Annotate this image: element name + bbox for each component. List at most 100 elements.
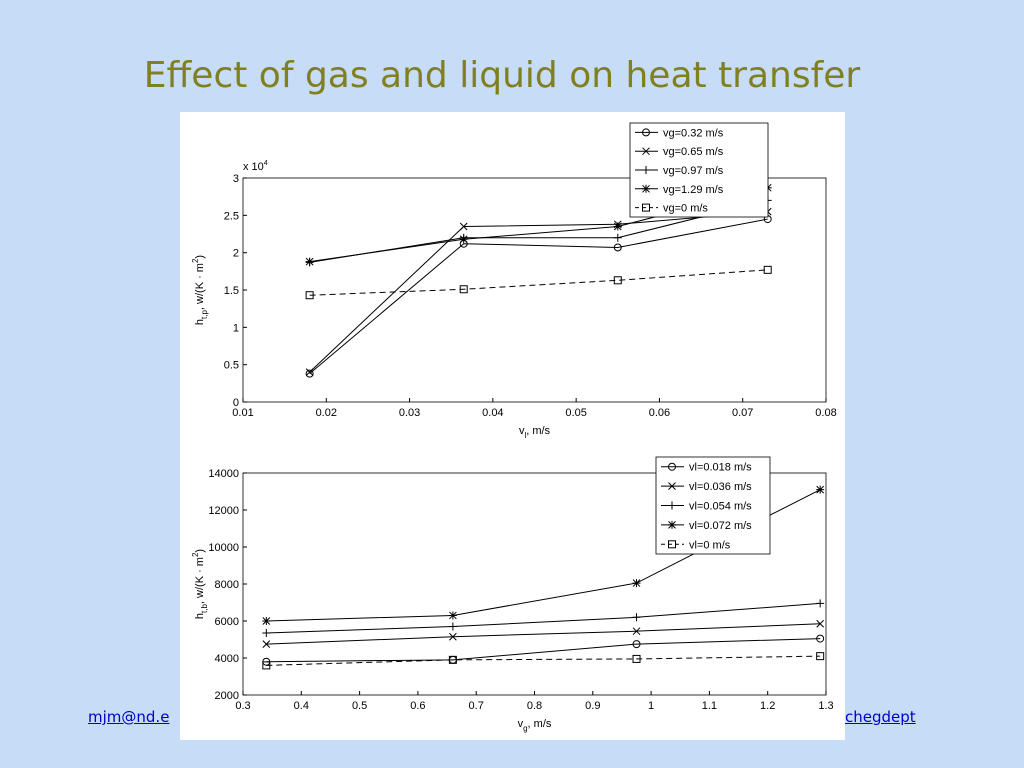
legend-marker xyxy=(668,501,676,510)
x-tick-label: 0.04 xyxy=(482,407,503,419)
y-tick-label: 0.5 xyxy=(224,360,239,372)
legend-label: vg=0.97 m/s xyxy=(663,165,724,177)
marker xyxy=(613,276,622,285)
series-line xyxy=(266,655,821,666)
x-tick-label: 0.9 xyxy=(585,700,600,712)
y-tick-label: 14000 xyxy=(208,468,239,480)
marker xyxy=(459,285,468,294)
x-tick-label: 1.2 xyxy=(760,700,775,712)
legend-label: vl=0.018 m/s xyxy=(689,462,752,474)
label-part: v xyxy=(519,425,525,437)
marker xyxy=(449,632,457,641)
axis-label: ht,p, w/(K · m2) xyxy=(191,255,209,325)
axis-label: vl, m/s xyxy=(519,425,551,440)
legend-marker xyxy=(642,147,650,156)
axis-label: ht,b, w/(K · m2) xyxy=(191,549,209,619)
legend-label: vl=0 m/s xyxy=(689,539,731,551)
y-tick-label: 2.5 xyxy=(224,210,239,222)
legend-label: vg=0.32 m/s xyxy=(663,127,724,139)
label-part: h xyxy=(194,613,206,619)
marker xyxy=(262,617,271,625)
x-tick-label: 0.8 xyxy=(527,700,542,712)
y-tick-label: 1 xyxy=(233,322,239,334)
marker xyxy=(448,655,457,664)
series-line xyxy=(309,218,768,375)
marker xyxy=(816,485,825,494)
footer-link[interactable]: mjm@nd.e xyxy=(88,708,170,726)
y-tick-label: 2000 xyxy=(215,690,239,702)
x-tick-label: 1.1 xyxy=(702,700,717,712)
marker xyxy=(613,222,622,231)
x-tick-label: 1.3 xyxy=(818,700,833,712)
legend-marker xyxy=(668,540,676,549)
y-tick-label: 10000 xyxy=(208,542,239,554)
marker xyxy=(305,257,314,266)
y-tick-label: 3 xyxy=(233,173,239,185)
marker xyxy=(305,291,314,300)
y-tick-label: 2 xyxy=(233,248,239,260)
label-superscript: 2 xyxy=(191,552,200,557)
x-tick-label: 0.06 xyxy=(649,407,670,419)
marker xyxy=(613,233,622,242)
marker xyxy=(816,652,825,661)
x-tick-label: 0.02 xyxy=(316,407,337,419)
marker xyxy=(262,661,271,670)
label-part: , m/s xyxy=(528,718,552,730)
marker xyxy=(632,654,641,663)
y-tick-label: 4000 xyxy=(215,653,239,665)
marker xyxy=(459,235,468,244)
x-tick-label: 1 xyxy=(648,700,654,712)
x-tick-label: 0.01 xyxy=(232,407,253,419)
label-superscript: 2 xyxy=(191,258,200,263)
axis-label: vg, m/s xyxy=(518,718,552,733)
legend-marker xyxy=(668,462,676,471)
series-line xyxy=(266,638,821,663)
series-line xyxy=(266,623,821,645)
footer-link[interactable]: chegdept xyxy=(845,708,916,726)
label-subscript: t,p xyxy=(200,310,209,319)
axis-multiplier: x 104 xyxy=(243,160,268,173)
y-tick-label: 12000 xyxy=(208,505,239,517)
marker xyxy=(305,368,314,376)
multiplier-exponent: 4 xyxy=(264,160,268,167)
x-tick-label: 0.3 xyxy=(235,700,250,712)
marker xyxy=(632,579,641,588)
legend-label: vg=0 m/s xyxy=(663,203,708,215)
slide-title: Effect of gas and liquid on heat transfe… xyxy=(143,55,861,96)
marker xyxy=(763,265,772,274)
label-part: ) xyxy=(194,549,206,553)
marker xyxy=(448,611,457,620)
series-line xyxy=(309,211,768,373)
legend-label: vl=0.036 m/s xyxy=(689,481,752,493)
marker xyxy=(632,627,641,636)
label-subscript: t,b xyxy=(200,604,209,613)
y-tick-label: 0 xyxy=(233,397,239,409)
legend-marker xyxy=(642,203,650,212)
x-tick-label: 0.03 xyxy=(399,407,420,419)
label-part: ) xyxy=(194,255,206,259)
marker xyxy=(613,243,622,252)
x-tick-label: 0.5 xyxy=(352,700,367,712)
y-tick-label: 8000 xyxy=(215,579,239,591)
label-part: , m/s xyxy=(526,425,550,437)
legend-label: vg=1.29 m/s xyxy=(663,184,724,196)
legend-marker xyxy=(668,482,676,490)
marker xyxy=(305,369,314,378)
x-tick-label: 0.7 xyxy=(469,700,484,712)
label-part: h xyxy=(194,319,206,325)
label-subscript: l xyxy=(524,431,526,440)
y-tick-label: 1.5 xyxy=(224,285,239,297)
legend-label: vg=0.65 m/s xyxy=(663,146,724,158)
x-tick-label: 0.4 xyxy=(294,700,309,712)
label-part: v xyxy=(518,718,524,730)
x-tick-label: 0.6 xyxy=(410,700,425,712)
marker xyxy=(262,640,271,648)
y-tick-label: 6000 xyxy=(215,616,239,628)
x-tick-label: 0.07 xyxy=(732,407,753,419)
multiplier-base: x 10 xyxy=(243,161,264,173)
marker xyxy=(632,640,641,649)
marker xyxy=(816,619,825,628)
x-tick-label: 0.08 xyxy=(815,407,836,419)
